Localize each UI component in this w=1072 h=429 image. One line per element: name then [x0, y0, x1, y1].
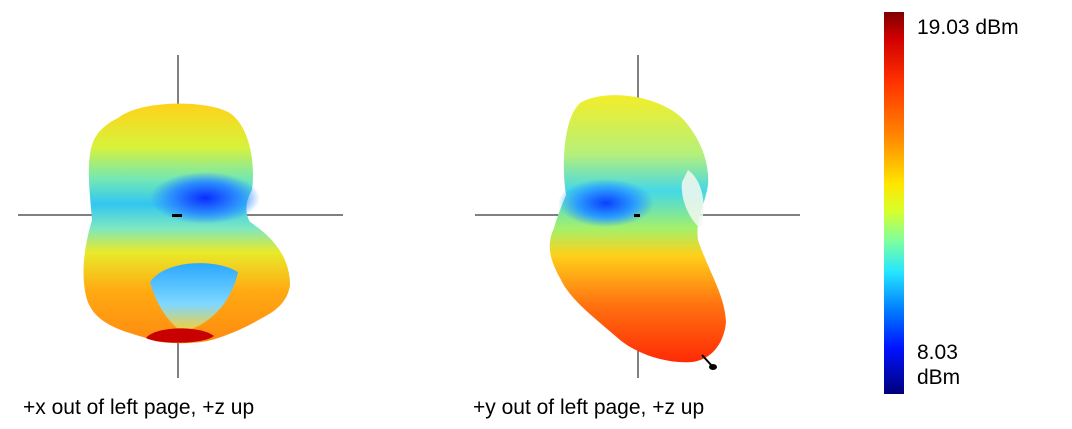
- axis-tip: [701, 354, 713, 367]
- radiation-pattern-plot-x: [18, 55, 343, 378]
- origin-marker: [172, 214, 182, 217]
- colorbar-min-label: 8.03 dBm: [917, 341, 961, 389]
- radiation-pattern-view-y: +y out of left page, +z up: [450, 0, 830, 429]
- radiation-pattern-view-x: +x out of left page, +z up: [0, 0, 380, 429]
- view-caption: +y out of left page, +z up: [473, 396, 705, 419]
- view-caption: +x out of left page, +z up: [23, 396, 255, 419]
- max-region: [146, 328, 214, 343]
- null-region-lower: [150, 263, 238, 332]
- colorbar-max-label: 19.03 dBm: [917, 16, 1019, 39]
- lobe-surface: [83, 103, 291, 344]
- highlight: [681, 170, 704, 228]
- colorbar: [884, 12, 904, 394]
- lobe-surface: [549, 95, 726, 363]
- null-region-upper: [150, 172, 260, 224]
- null-region: [558, 179, 654, 227]
- radiation-pattern-plot-y: [475, 55, 800, 378]
- axis-tip-marker: [709, 364, 717, 370]
- origin-marker: [634, 214, 640, 217]
